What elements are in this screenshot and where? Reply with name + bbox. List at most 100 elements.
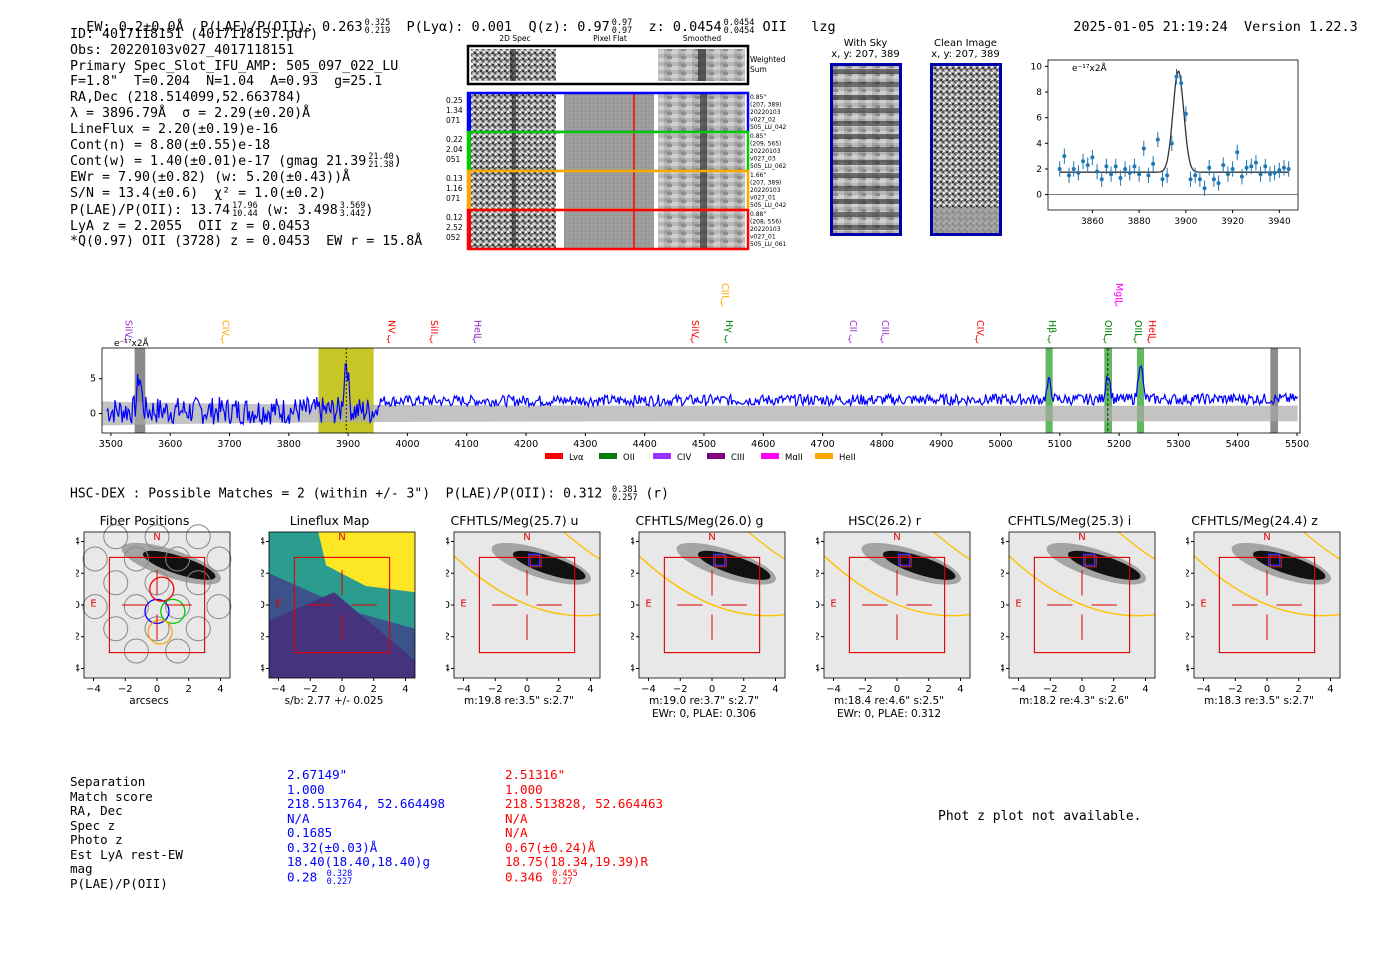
cutout-xtick-label: −2 [858, 684, 873, 695]
east-label: E [275, 599, 281, 610]
galaxy-core [142, 550, 216, 580]
sky-line-stripe [833, 160, 899, 165]
info-obs: Obs: 20220103v027_4017118151 [70, 42, 295, 58]
cutout-xtick-label: 0 [524, 684, 530, 695]
spectrum-xtick-label: 5100 [1048, 439, 1072, 450]
spec2d-row-marker [467, 132, 471, 171]
fit-data-point [1235, 150, 1240, 155]
match-ellipse-upper [933, 531, 971, 560]
cutout-image-svg: N E −4 4 −2 2 0 0 2 −2 4 −4 [261, 531, 416, 695]
cutout-ytick-label: 0 [1001, 600, 1005, 611]
spectrum-xtick-label: 4900 [929, 439, 953, 450]
sky-line-stripe [833, 108, 899, 113]
fit-xtick-label: 3900 [1174, 217, 1197, 227]
match-blue-plae-row: 0.28 0.328 0.227 [287, 868, 445, 886]
cutout-panel: CFHTLS/Meg(26.0) gNE−44−22002−24−4m:19.0… [623, 510, 808, 725]
spec2d-weighted-line [510, 49, 516, 81]
spec2d-row-marker [467, 171, 471, 210]
cutout-ytick-label: 2 [1001, 568, 1005, 579]
cutout-xtick-label: 4 [587, 684, 593, 695]
fiber-circle [103, 616, 129, 642]
spec2d-row-left-value: 0.25 [446, 96, 463, 105]
cutout-ytick-label: −4 [631, 663, 635, 674]
spec2d-row-left-value: 1.16 [446, 184, 463, 193]
header-z-lo: 0.0454 [723, 26, 755, 36]
cutout-xtick-label: −4 [271, 684, 286, 695]
header-version: Version 1.22.3 [1243, 19, 1358, 35]
spec2d-row-right-value: v027_03 [750, 156, 776, 163]
spectrum-masked-band [134, 348, 146, 433]
cutout-panel: CFHTLS/Meg(24.4) zNE−44−22002−24−4m:18.3… [1178, 510, 1363, 725]
cutout-caption: s/b: 2.77 +/- 0.025 [284, 695, 384, 707]
fit-data-point [1095, 169, 1100, 174]
fit-data-point [1263, 164, 1268, 169]
spec2d-row-right-value: (207, 389) [750, 180, 781, 187]
match-ellipse-upper [748, 531, 786, 560]
spec2d-row-right-value: 0.85" [750, 94, 766, 101]
match-blue-radec: 218.513764, 52.664498 [287, 796, 446, 811]
fit-data-point [1151, 161, 1156, 166]
fit-data-point [1272, 170, 1277, 175]
match-red-lya-ew: 0.67(±0.24)Å [505, 839, 596, 855]
sky-line-stripe [833, 212, 899, 217]
info-plae-w: (w: 3.498 [265, 202, 338, 218]
north-label: N [1078, 532, 1085, 543]
fit-xtick-label: 3860 [1081, 217, 1104, 227]
spec2d-weighted-smooth-line [698, 49, 706, 81]
fit-ylabel: e⁻¹⁷x2Å [1072, 62, 1108, 74]
header-qz-lo: 0.97 [611, 26, 633, 36]
spec2d-row-line [512, 94, 516, 131]
cutout-caption: m:19.0 re:3.7" s:2.7" [649, 695, 759, 707]
fit-axes-frame [1047, 59, 1299, 211]
east-label: E [1200, 599, 1206, 610]
cutout-ytick-label: −2 [446, 632, 450, 643]
header-qz-hi: 0.97 [611, 18, 633, 28]
cutout-xtick-label: −2 [1043, 684, 1058, 695]
fiber-circle [82, 594, 108, 620]
info-primary: Primary Spec_Slot_IFU_AMP: 505_097_022_L… [70, 58, 399, 74]
spectrum-legend-label: Lyα [569, 453, 584, 460]
fit-data-point [1225, 172, 1230, 177]
fit-data-point [1137, 172, 1142, 177]
spec2d-row-flat [564, 211, 654, 248]
cutout-xtick-label: −2 [118, 684, 133, 695]
match-marker-red [714, 555, 727, 568]
spectrum-legend-swatch [653, 453, 671, 459]
cutout-image-svg: N E −4 4 −2 2 0 0 2 −2 4 −4 [446, 531, 601, 695]
fit-data-point [1132, 164, 1137, 169]
match-red-plae-hi: 0.455 [552, 868, 578, 879]
cutout-title: Lineflux Map [289, 513, 370, 528]
cutout-ytick-label: −4 [446, 663, 450, 674]
fiber-red [149, 576, 175, 602]
hsc-lo: 0.257 [612, 493, 638, 503]
match-blue-plae-hi: 0.328 [326, 868, 353, 879]
match-label-photoz: Photo z [70, 832, 123, 847]
spectrum-line-label: CIII [879, 320, 890, 335]
fit-data-point [1076, 170, 1081, 175]
spectrum-xtick-label: 3900 [336, 439, 360, 450]
spec2d-row-left-value: 071 [446, 116, 461, 125]
spectrum-line-label: SiII [428, 320, 439, 334]
header-qz: Q(z): 0.97 [528, 19, 610, 35]
cutout-ytick-label: 4 [1186, 537, 1190, 548]
sky-line-stripe [833, 186, 899, 191]
cutout-image-svg: N E −4 4 −2 2 0 0 2 −2 4 −4 [1001, 531, 1156, 695]
hsc-band: (r) [645, 486, 669, 502]
spec2d-row-gap [654, 133, 658, 170]
spectrum-legend-label: CIII [731, 453, 744, 460]
spectrum-line-label: OIII [1102, 320, 1113, 336]
sky-line-stripe [833, 225, 899, 230]
aperture-box [108, 556, 206, 654]
spectrum-line-label: SiIV [689, 320, 700, 338]
spectrum-legend-swatch [707, 453, 725, 459]
spec2d-row-flat [564, 133, 654, 170]
spectrum-line-label: MgII [1113, 283, 1124, 303]
fiber-circle [206, 546, 232, 572]
lineflux-peak-region [318, 532, 415, 593]
match-label-plae: P(LAE)/P(OII) [70, 875, 168, 891]
match-red-plae: 0.346 [505, 869, 543, 884]
spectrum-line-brace: { [719, 298, 725, 308]
spec2d-col-2dspec: 2D Spec [499, 34, 530, 43]
spectrum-xtick-label: 4600 [751, 439, 775, 450]
cutout-title: CFHTLS/Meg(25.3) i [1007, 513, 1132, 528]
